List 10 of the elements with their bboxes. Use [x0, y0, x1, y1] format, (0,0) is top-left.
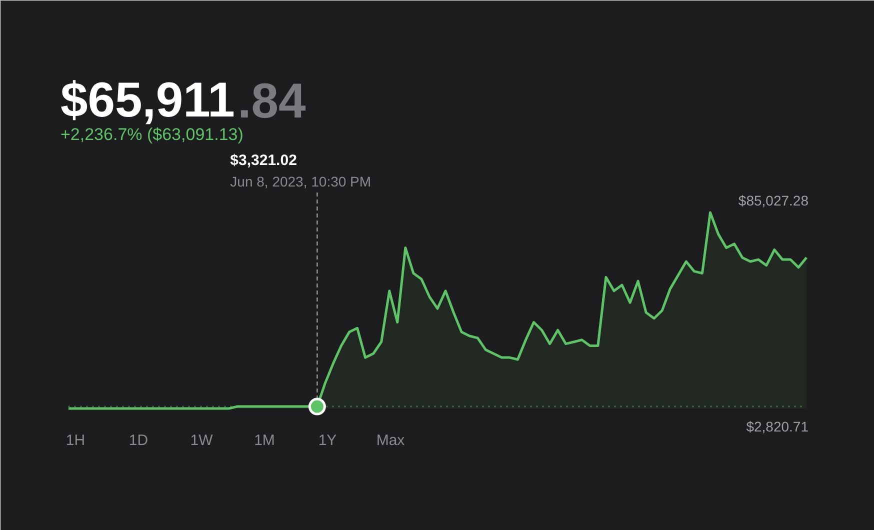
text: 1H — [66, 432, 86, 449]
text: 1M — [254, 432, 275, 449]
text: 1W — [190, 432, 214, 449]
text: 1Y — [318, 432, 337, 449]
text: Jun 8, 2023, 10:30 PM — [230, 174, 372, 190]
text: Max — [376, 432, 406, 449]
text: $85,027.28 — [738, 192, 809, 208]
text: 1D — [128, 432, 148, 449]
text: $2,820.71 — [746, 418, 809, 434]
text: $3,321.02 — [230, 152, 297, 169]
